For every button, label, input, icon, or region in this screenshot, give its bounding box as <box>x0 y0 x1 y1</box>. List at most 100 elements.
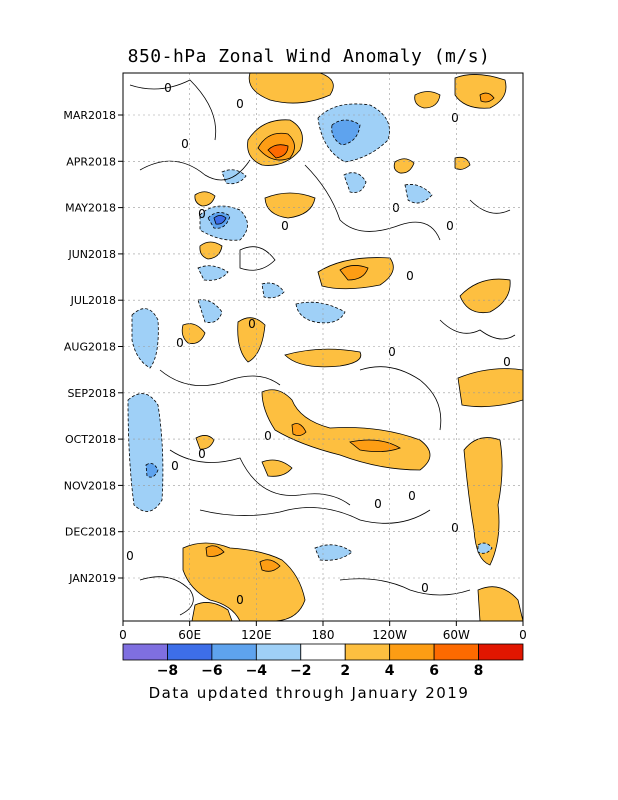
y-tick-label: JUL2018 <box>70 294 116 307</box>
zero-contour <box>239 246 276 271</box>
anomaly-field: 0 0 0 0 0 0 0 0 0 0 0 0 0 0 0 0 0 0 0 0 … <box>126 73 523 621</box>
zero-contour <box>129 79 217 141</box>
chart-subtitle: Data updated through January 2019 <box>148 684 470 702</box>
positive-anomaly-region <box>284 348 362 368</box>
contour-label: 0 <box>236 593 244 607</box>
colorbar-swatch <box>122 643 168 661</box>
x-tick-label: 120W <box>372 628 407 642</box>
colorbar: −8 −6 −4 −2 2 4 6 8 <box>122 643 524 679</box>
contour-label: 0 <box>171 459 179 473</box>
colorbar-label: −6 <box>201 663 222 679</box>
positive-anomaly-core <box>339 265 369 281</box>
contour-label: 0 <box>421 581 429 595</box>
colorbar-label: −4 <box>246 663 268 679</box>
colorbar-label: −2 <box>290 663 311 679</box>
positive-anomaly-region <box>477 586 523 621</box>
colorbar-swatch <box>389 643 435 661</box>
y-tick-label: JAN2019 <box>68 572 116 585</box>
negative-anomaly-region <box>197 265 229 281</box>
positive-anomaly-core <box>205 545 225 557</box>
x-tick-label: 0 <box>119 628 127 642</box>
positive-anomaly-region <box>454 74 507 109</box>
positive-anomaly-core <box>291 423 307 436</box>
colorbar-label: 6 <box>429 663 439 679</box>
colorbar-swatch <box>433 643 479 661</box>
colorbar-swatch <box>300 643 346 661</box>
colorbar-label: 8 <box>474 663 484 679</box>
negative-anomaly-region <box>295 301 346 324</box>
colorbar-swatch <box>167 643 213 661</box>
contour-label: 0 <box>198 447 206 461</box>
colorbar-swatch <box>478 643 524 661</box>
negative-anomaly-region <box>131 308 159 369</box>
positive-anomaly-region <box>414 91 441 109</box>
x-tick-label: 60E <box>178 628 201 642</box>
contour-label: 0 <box>281 219 289 233</box>
colorbar-label: 4 <box>385 663 395 679</box>
negative-anomaly-region <box>343 172 367 193</box>
zero-contour <box>339 578 471 596</box>
colorbar-swatch <box>344 643 391 661</box>
y-tick-label: OCT2018 <box>65 433 116 446</box>
colorbar-swatch <box>211 643 257 661</box>
y-tick-label: AUG2018 <box>64 341 116 354</box>
y-tick-label: SEP2018 <box>67 387 116 400</box>
zero-contour <box>139 159 251 181</box>
negative-anomaly-core <box>331 119 361 146</box>
positive-anomaly-region <box>264 192 316 219</box>
zero-contour <box>439 319 516 340</box>
positive-anomaly-region <box>194 191 216 207</box>
positive-anomaly-region <box>237 317 266 363</box>
x-tick-label: 60W <box>443 628 470 642</box>
contour-label: 0 <box>164 81 172 95</box>
negative-anomaly-core <box>145 462 159 478</box>
zero-contour <box>469 199 511 214</box>
contour-label: 0 <box>198 207 206 221</box>
contour-label: 0 <box>406 269 414 283</box>
positive-anomaly-region <box>261 389 431 471</box>
contour-label: 0 <box>126 549 134 563</box>
contour-label: 0 <box>451 111 459 125</box>
contour-label: 0 <box>248 317 256 331</box>
contour-label: 0 <box>503 355 511 369</box>
positive-anomaly-region <box>248 73 334 104</box>
positive-anomaly-core <box>479 92 495 103</box>
colorbar-swatch <box>255 643 302 661</box>
positive-anomaly-region <box>199 241 223 260</box>
positive-anomaly-core <box>349 439 401 452</box>
positive-anomaly-region <box>261 459 293 477</box>
y-tick-label: APR2018 <box>66 155 116 168</box>
zero-contour <box>139 576 194 616</box>
colorbar-label: 2 <box>340 663 350 679</box>
y-tick-label: DEC2018 <box>65 526 116 539</box>
y-tick-label: MAY2018 <box>65 202 116 215</box>
negative-anomaly-region <box>197 299 223 323</box>
positive-anomaly-region <box>191 602 233 621</box>
contour-label: 0 <box>181 137 189 151</box>
positive-anomaly-core <box>259 559 281 572</box>
contour-label: 0 <box>451 521 459 535</box>
positive-anomaly-peak <box>267 144 289 159</box>
contour-label: 0 <box>176 336 184 350</box>
contour-label: 0 <box>236 97 244 111</box>
contour-label: 0 <box>392 201 400 215</box>
negative-anomaly-region <box>261 282 285 299</box>
y-tick-label: JUN2018 <box>67 248 116 261</box>
y-tick-label: MAR2018 <box>63 109 116 122</box>
positive-anomaly-region <box>459 278 511 314</box>
contour-label: 0 <box>446 219 454 233</box>
chart-title: 850-hPa Zonal Wind Anomaly (m/s) <box>127 46 491 67</box>
positive-anomaly-region <box>393 158 415 174</box>
negative-anomaly-region <box>314 544 353 561</box>
zero-contour <box>159 369 281 386</box>
y-axis: MAR2018 APR2018 MAY2018 JUN2018 JUL2018 AUG20… <box>63 109 123 585</box>
negative-anomaly-region <box>127 393 164 512</box>
positive-anomaly-region <box>457 368 523 408</box>
y-tick-label: NOV2018 <box>64 479 116 492</box>
positive-anomaly-region <box>181 323 206 344</box>
negative-anomaly-peak <box>213 215 227 225</box>
grid <box>123 73 523 621</box>
negative-anomaly-region <box>477 542 493 554</box>
x-tick-label: 120E <box>241 628 272 642</box>
